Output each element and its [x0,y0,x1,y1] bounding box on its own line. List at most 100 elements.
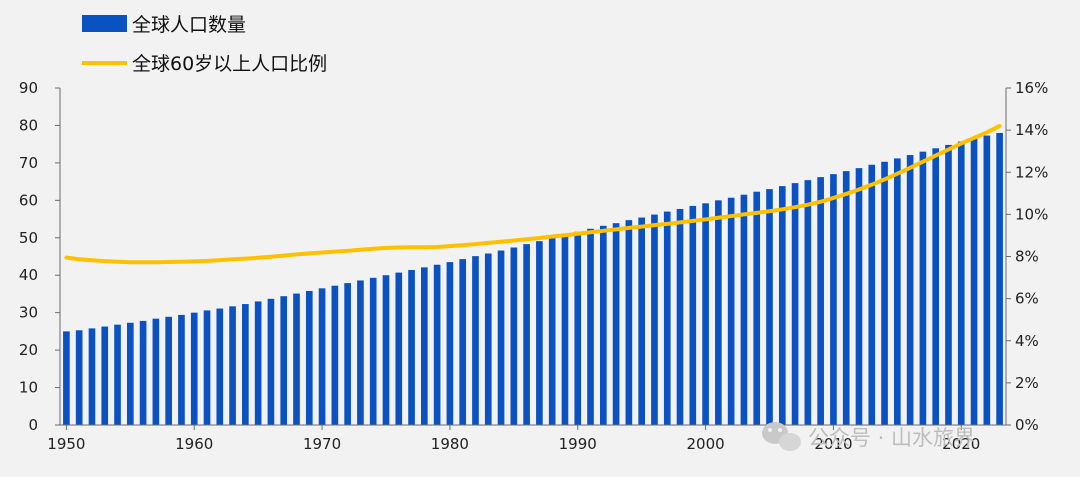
bar-2011 [842,171,850,425]
left-tick-label: 90 [19,79,38,97]
bar-2010 [830,174,837,425]
bar-1994 [625,220,633,425]
bar-1996 [651,214,658,425]
bar-2017 [919,151,927,425]
x-tick-label: 1990 [559,435,597,453]
bar-1976 [395,272,403,425]
right-tick-label: 2% [1015,374,1039,392]
bar-1959 [178,314,185,425]
bar-1990 [574,231,582,425]
left-tick-label: 0 [28,416,38,434]
bar-1968 [293,293,300,425]
bar-1969 [305,290,313,425]
left-tick-label: 60 [19,191,38,209]
x-tick-label: 1950 [47,435,85,453]
right-tick-label: 14% [1015,121,1048,139]
bar-2002 [727,197,735,425]
bar-1991 [587,228,594,425]
left-tick-label: 40 [19,266,38,284]
bar-1986 [523,244,530,425]
bar-2001 [715,200,722,425]
bar-2004 [753,191,761,425]
legend-swatch-population [82,15,127,32]
bar-2020 [957,141,965,426]
bar-2006 [778,186,786,425]
bar-1971 [331,285,339,425]
bar-2016 [906,155,914,425]
bar-1998 [676,208,684,425]
right-tick-label: 0% [1015,416,1039,434]
bar-1950 [63,331,70,425]
watermark-text: 公众号 · 山水旅界 [808,426,975,450]
bar-2019 [945,144,952,426]
watermark: 公众号 · 山水旅界 [762,422,975,451]
bar-2022 [983,135,991,426]
bar-1967 [280,296,288,425]
legend-label-ratio: 全球60岁以上人口比例 [132,53,327,75]
legend-label-population: 全球人口数量 [132,14,246,36]
line-series-ratio [64,123,1002,265]
bar-1992 [599,225,607,425]
right-tick-label: 4% [1015,332,1039,350]
bar-1973 [357,280,364,425]
bar-2018 [932,148,940,426]
bar-2009 [817,177,824,425]
bar-series-population [63,132,1003,426]
axes: 0 10 20 30 40 50 60 70 80 90 0% 2% 4% 6% 8% 10% 12% 14% 16… [19,79,1048,453]
left-tick-label: 50 [19,229,38,247]
bar-2021 [970,138,978,426]
right-tick-label: 10% [1015,205,1048,223]
bar-1981 [459,259,467,425]
x-tick-label: 1970 [303,435,341,453]
bar-1979 [433,264,441,425]
bar-1985 [510,247,518,425]
bar-1957 [152,318,160,425]
bar-1984 [497,250,505,425]
bar-1987 [536,241,543,425]
bar-2012 [855,168,863,425]
left-tick-label: 20 [19,341,38,359]
bar-1965 [254,301,262,425]
bar-1980 [446,262,454,425]
left-tick-label: 70 [19,154,38,172]
bar-1972 [344,283,351,425]
bar-2003 [740,194,748,425]
bar-2008 [804,180,812,425]
bar-1952 [88,328,96,425]
bar-1954 [114,324,121,425]
left-tick-label: 80 [19,116,38,134]
right-tick-label: 12% [1015,163,1048,181]
bar-1951 [75,330,83,425]
bar-2023 [996,132,1003,425]
bar-2015 [894,158,901,425]
bar-2013 [868,164,876,425]
right-tick-label: 6% [1015,290,1039,308]
left-tick-label: 10 [19,379,38,397]
bar-1953 [101,326,109,425]
bar-1961 [203,310,211,425]
bar-1982 [472,256,479,425]
bar-1978 [421,267,428,425]
bar-1962 [216,308,224,425]
bar-1975 [382,275,390,425]
x-tick-label: 1980 [431,435,469,453]
bar-1989 [561,234,569,425]
bar-1963 [229,306,236,425]
bar-1997 [663,211,671,425]
x-tick-label: 2010 [814,435,852,453]
x-tick-label: 2020 [942,435,980,453]
bar-1995 [638,217,645,425]
bar-1977 [408,269,415,425]
ratio-line [64,123,1002,265]
x-tick-label: 2000 [686,435,724,453]
bar-1955 [126,322,134,425]
bar-1983 [484,253,492,425]
bar-2005 [766,189,773,425]
bar-1970 [318,288,326,425]
right-tick-label: 8% [1015,248,1039,266]
bar-1993 [612,223,620,425]
left-tick-label: 30 [19,304,38,322]
bar-1988 [548,238,556,425]
bar-2000 [702,203,709,425]
x-tick-label: 1960 [175,435,213,453]
